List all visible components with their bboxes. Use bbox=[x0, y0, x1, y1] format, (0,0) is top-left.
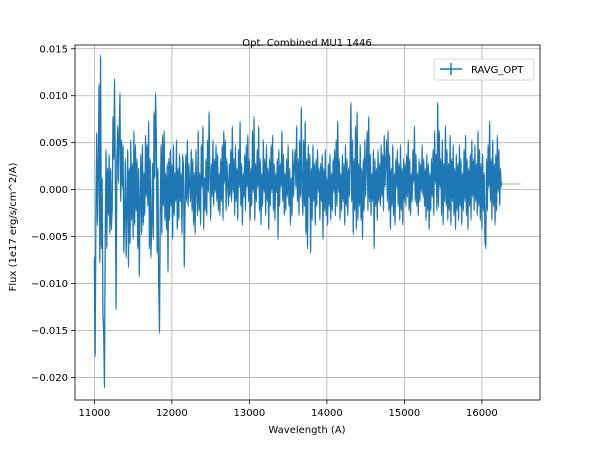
y-tick-label: −0.005 bbox=[31, 232, 68, 243]
x-axis-ticks: 11000 12000 13000 14000 15000 16000 bbox=[78, 400, 498, 419]
y-tick-label: 0.015 bbox=[39, 44, 68, 55]
y-tick-label: 0.000 bbox=[39, 185, 68, 196]
x-tick-label: 15000 bbox=[388, 408, 420, 419]
x-tick-label: 12000 bbox=[156, 408, 188, 419]
x-tick-label: 14000 bbox=[311, 408, 343, 419]
x-axis-label: Wavelength (A) bbox=[268, 425, 345, 436]
x-tick-label: 16000 bbox=[466, 408, 498, 419]
x-tick-label: 11000 bbox=[78, 408, 110, 419]
x-tick-label: 13000 bbox=[233, 408, 265, 419]
y-tick-label: −0.010 bbox=[31, 279, 68, 290]
legend-label: RAVG_OPT bbox=[471, 65, 524, 76]
series-line bbox=[93, 57, 502, 386]
chart-title: Opt. Combined MU1 1446 bbox=[242, 38, 371, 49]
series-ravg-opt bbox=[93, 55, 502, 388]
y-tick-label: −0.020 bbox=[31, 373, 68, 384]
y-axis-ticks: −0.020 −0.015 −0.010 −0.005 0.000 0.005 0.010 0… bbox=[31, 44, 75, 384]
y-axis-label: Flux (1e17 erg/s/cm^2/A) bbox=[8, 163, 19, 292]
y-tick-label: 0.005 bbox=[39, 138, 68, 149]
y-tick-label: 0.010 bbox=[39, 91, 68, 102]
plot-frame bbox=[74, 44, 541, 401]
legend: RAVG_OPT bbox=[433, 58, 535, 81]
y-tick-label: −0.015 bbox=[31, 326, 68, 337]
legend-box bbox=[433, 58, 535, 81]
